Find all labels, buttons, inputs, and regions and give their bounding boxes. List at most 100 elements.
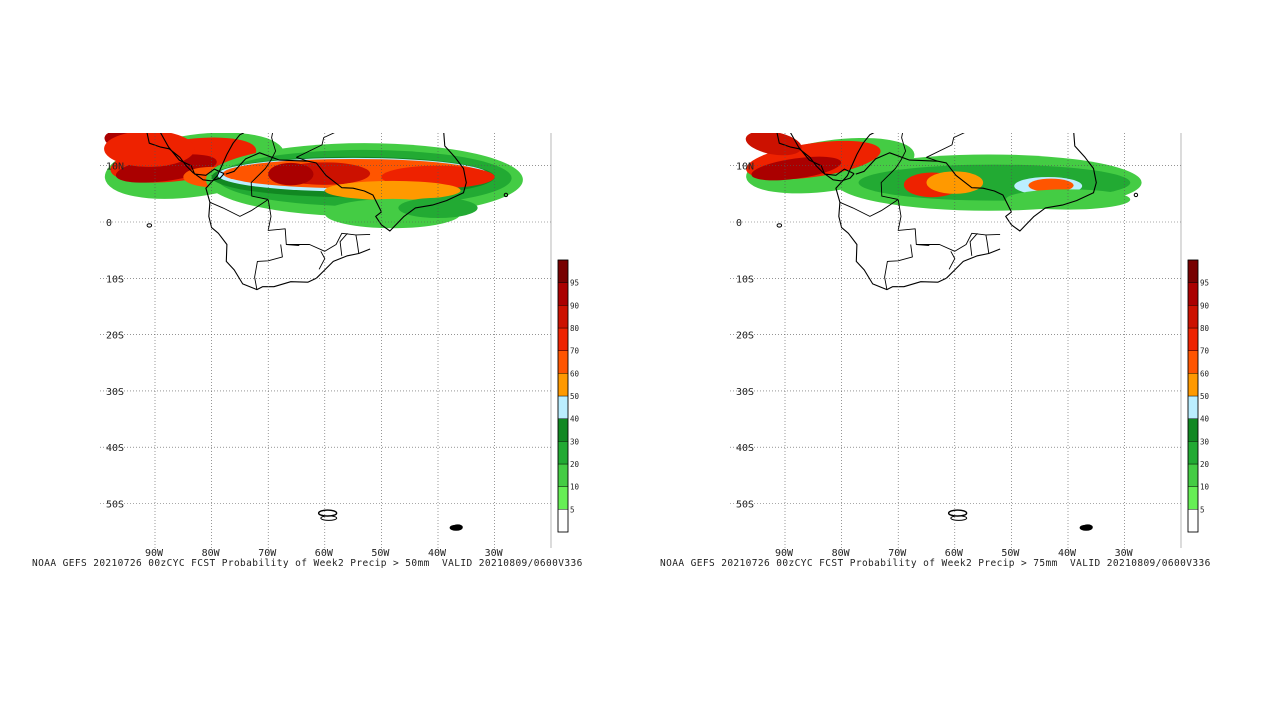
- country-border: [250, 133, 300, 247]
- graticule: [730, 133, 1181, 548]
- colorbar-swatch: [1187, 282, 1199, 306]
- colorbar-label: 20: [1200, 460, 1210, 469]
- precip-region-18: [393, 43, 461, 63]
- precip-region-17: [381, 40, 494, 72]
- plot-area: [104, 0, 523, 531]
- map-caption-75mm: NOAA GEFS 20210726 00zCYC FCST Probabili…: [660, 558, 1211, 569]
- colorbar-swatch: [1187, 327, 1199, 351]
- south-america-coast: [205, 133, 467, 291]
- colorbar-swatch: [557, 509, 569, 533]
- colorbar-swatch: [1187, 395, 1199, 419]
- country-border: [839, 199, 899, 217]
- country-border: [969, 233, 978, 256]
- precip-region-5: [104, 133, 195, 167]
- island-5: [146, 223, 153, 228]
- colorbar-frame: [1187, 259, 1199, 533]
- colorbar-label: 30: [570, 437, 580, 446]
- lat-tick-label: 20S: [106, 331, 124, 342]
- colorbar-label: 80: [1200, 324, 1210, 333]
- south-georgia-island: [449, 524, 463, 531]
- colorbar-label: 60: [570, 369, 580, 378]
- colorbar-swatch: [557, 486, 569, 510]
- colorbar-label: 50: [1200, 392, 1210, 401]
- colorbar-label: 50: [570, 392, 580, 401]
- lat-tick-label: 0: [736, 218, 742, 229]
- precip-region-12: [755, 0, 849, 59]
- colorbar-swatch: [557, 395, 569, 419]
- colorbar-swatch: [557, 282, 569, 306]
- country-border: [880, 133, 930, 247]
- colorbar-label: 60: [1200, 369, 1210, 378]
- colorbar-label: 40: [1200, 415, 1210, 424]
- country-border: [339, 233, 348, 256]
- precip-probability-field: [104, 40, 523, 229]
- lon-tick-label: 50W: [371, 548, 390, 559]
- country-border: [311, 68, 358, 109]
- lon-tick-label: 80W: [832, 548, 851, 559]
- lon-tick-label: 30W: [485, 548, 504, 559]
- graticule: [100, 133, 551, 548]
- colorbar-swatch: [1187, 509, 1199, 533]
- island-6: [1133, 192, 1139, 198]
- island-2: [286, 118, 293, 121]
- colorbar-swatch: [557, 327, 569, 351]
- colorbar-label: 5: [1200, 505, 1205, 514]
- colorbar-label: 5: [570, 505, 575, 514]
- country-border: [248, 0, 282, 98]
- colorbar-swatch: [557, 418, 569, 442]
- colorbar: 5 10 20 30 40 50 60 70 80 90 95: [1187, 259, 1210, 533]
- colorbar-swatch: [557, 259, 569, 283]
- precip-region-9: [1028, 178, 1074, 193]
- country-border: [209, 199, 269, 217]
- country-border: [948, 251, 956, 270]
- colorbar-label: 70: [570, 347, 580, 356]
- lat-tick-label: 30S: [106, 387, 124, 398]
- lon-tick-label: 30W: [1115, 548, 1134, 559]
- south-georgia-island: [1079, 524, 1093, 531]
- axis-labels: 90W 80W 70W 60W 50W 40W 30W 10N 0 10S 20S 30S 40S 50S: [736, 162, 1134, 559]
- colorbar-swatch: [1187, 486, 1199, 510]
- country-border: [878, 0, 912, 98]
- probability-map-50mm: 90W 80W 70W 60W 50W 40W 30W 10N 0 10S 20S 30S 40S 50S…: [100, 0, 580, 559]
- lon-tick-label: 40W: [1058, 548, 1077, 559]
- precip-region-13: [268, 162, 314, 186]
- colorbar-swatch: [557, 373, 569, 397]
- colorbar-label: 10: [1200, 483, 1210, 492]
- colorbar-label: 95: [570, 279, 579, 288]
- coastlines: [776, 0, 1139, 531]
- precip-region-16: [859, 0, 870, 8]
- central-america-coast: [776, 133, 855, 182]
- country-border: [941, 68, 988, 109]
- lon-tick-label: 90W: [775, 548, 794, 559]
- colorbar-frame: [557, 259, 569, 533]
- colorbar-swatch: [1187, 305, 1199, 329]
- precip-region-16: [398, 197, 478, 219]
- country-border: [296, 133, 335, 162]
- colorbar-swatch: [1187, 350, 1199, 374]
- precip-region-2: [751, 156, 842, 181]
- lon-tick-label: 80W: [202, 548, 221, 559]
- country-border: [926, 133, 965, 162]
- country-border: [318, 251, 326, 270]
- colorbar-label: 20: [570, 460, 580, 469]
- falkland-islands: [947, 509, 968, 517]
- island-0: [844, 116, 884, 122]
- precip-region-13: [789, 0, 849, 4]
- precip-region-3: [745, 133, 802, 156]
- country-border: [965, 32, 993, 68]
- falkland-islands: [317, 509, 338, 517]
- lat-tick-label: 10S: [106, 274, 124, 285]
- colorbar-swatch: [1187, 441, 1199, 465]
- map-panel-75mm: 90W 80W 70W 60W 50W 40W 30W 10N 0 10S 20S 30S 40S 50S…: [630, 0, 1270, 720]
- axis-labels: 90W 80W 70W 60W 50W 40W 30W 10N 0 10S 20S 30S 40S 50S: [106, 162, 504, 559]
- colorbar-label: 90: [1200, 301, 1210, 310]
- lon-tick-label: 60W: [945, 548, 964, 559]
- island-1: [251, 112, 274, 118]
- colorbar-swatch: [557, 305, 569, 329]
- lon-tick-label: 70W: [258, 548, 277, 559]
- colorbar-label: 30: [1200, 437, 1210, 446]
- lon-tick-label: 90W: [145, 548, 164, 559]
- precip-region-7: [926, 171, 984, 194]
- precip-region-14: [324, 180, 461, 201]
- lon-tick-label: 50W: [1001, 548, 1020, 559]
